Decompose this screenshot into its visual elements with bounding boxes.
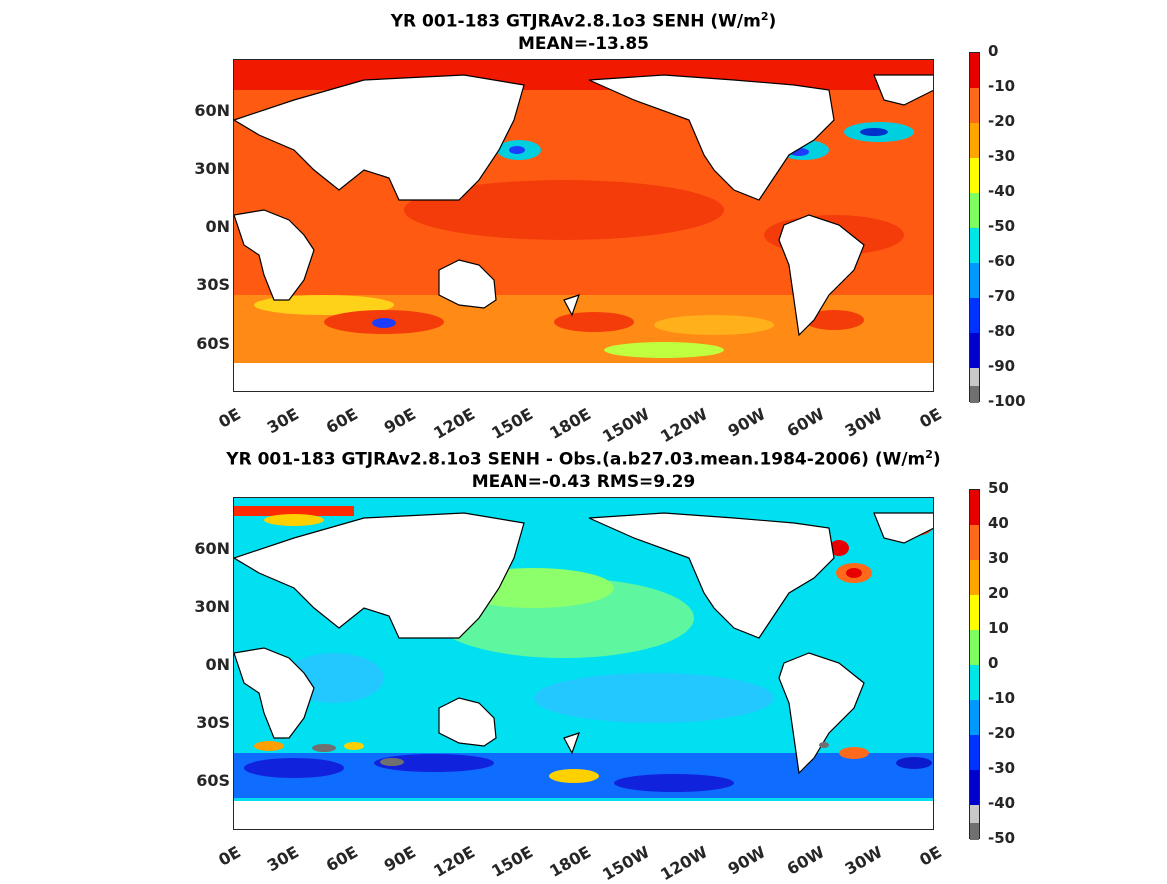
panel2-ylabel-60s: 60S — [196, 771, 230, 790]
colorbar-tick-label: 20 — [988, 584, 1009, 602]
panel1-xlabel: 30W — [841, 404, 886, 441]
colorbar-tick-label: -50 — [988, 217, 1016, 235]
panel2-xlabel: 30W — [841, 842, 886, 879]
colorbar-segment — [970, 88, 979, 123]
panel1-xlabel: 90W — [724, 404, 769, 441]
colorbar-tick-label: 40 — [988, 514, 1009, 532]
colorbar-segment — [970, 823, 979, 840]
colorbar-segment — [970, 805, 979, 823]
colorbar-segment — [970, 368, 979, 386]
panel1-ylabel-0n: 0N — [205, 217, 230, 236]
colorbar-tick-label: -40 — [988, 794, 1016, 812]
panel1-xlabel: 90E — [380, 404, 419, 438]
colorbar-tick-label: 0 — [988, 42, 999, 60]
panel2-map — [233, 497, 934, 830]
panel2-xlabel: 120E — [429, 842, 478, 881]
panel2-xlabel: 180E — [545, 842, 594, 881]
panel1-ylabel-30n: 30N — [194, 159, 230, 178]
colorbar-segment — [970, 228, 979, 263]
panel1-xlabel: 150E — [487, 404, 536, 443]
colorbar-tick-label: -10 — [988, 689, 1016, 707]
panel1-ylabel-60s: 60S — [196, 334, 230, 353]
colorbar-segment — [970, 560, 979, 595]
panel1-xlabel: 30E — [263, 404, 302, 438]
colorbar-segment — [970, 770, 979, 805]
panel2-xlabel: 120W — [657, 842, 711, 884]
panel1-title-text: YR 001-183 GTJRAv2.8.1o3 SENH (W/m — [390, 11, 761, 32]
panel1-title: YR 001-183 GTJRAv2.8.1o3 SENH (W/m2) — [0, 6, 1167, 33]
panel1-subtitle: MEAN=-13.85 — [518, 34, 649, 54]
colorbar-tick-label: -90 — [988, 357, 1016, 375]
panel2-xlabel: 90E — [380, 842, 419, 876]
panel1-map — [233, 59, 934, 392]
panel1-ylabel-60n: 60N — [194, 101, 230, 120]
panel2-xlabel: 60E — [322, 842, 361, 876]
panel1-xlabel: 60E — [322, 404, 361, 438]
panel1-xlabel: 0E — [215, 404, 244, 432]
colorbar-tick-label: -10 — [988, 77, 1016, 95]
colorbar-segment — [970, 158, 979, 193]
colorbar-tick-label: 50 — [988, 479, 1009, 497]
colorbar-tick-label: 30 — [988, 549, 1009, 567]
colorbar-tick-label: -60 — [988, 252, 1016, 270]
colorbar-tick-label: -20 — [988, 112, 1016, 130]
panel2-xlabel: 90W — [724, 842, 769, 879]
colorbar-tick-label: -100 — [988, 392, 1026, 410]
colorbar-segment — [970, 123, 979, 158]
panel1-title-end: ) — [768, 11, 777, 32]
panel1-xlabel: 120W — [657, 404, 711, 447]
colorbar-segment — [970, 735, 979, 770]
colorbar-segment — [970, 298, 979, 333]
panel2-title: YR 001-183 GTJRAv2.8.1o3 SENH - Obs.(a.b… — [0, 444, 1167, 471]
colorbar-segment — [970, 193, 979, 228]
panel2-subtitle: MEAN=-0.43 RMS=9.29 — [471, 472, 696, 492]
panel2-xlabel: 0E — [916, 842, 945, 870]
panel2-ylabel-30n: 30N — [194, 597, 230, 616]
panel1-map-svg — [234, 60, 933, 391]
panel2-xlabel: 60W — [783, 842, 828, 879]
panel2-ylabel-0n: 0N — [205, 655, 230, 674]
panel2-colorbar — [969, 489, 980, 840]
colorbar-segment — [970, 53, 979, 88]
panel2-title-end: ) — [932, 449, 941, 470]
panel1-xlabel: 150W — [599, 404, 653, 447]
panel2-xlabel: 0E — [215, 842, 244, 870]
colorbar-segment — [970, 333, 979, 368]
panel1-title-sup: 2 — [760, 10, 769, 23]
panel2-title-sup: 2 — [925, 448, 933, 461]
panel1-ylabel-30s: 30S — [196, 275, 230, 294]
panel1-xlabel: 0E — [916, 404, 945, 432]
colorbar-tick-label: -30 — [988, 759, 1016, 777]
colorbar-segment — [970, 595, 979, 630]
colorbar-segment — [970, 490, 979, 525]
panel2-map-svg — [234, 498, 933, 829]
colorbar-tick-label: 10 — [988, 619, 1009, 637]
panel2-xlabel: 30E — [263, 842, 302, 876]
colorbar-tick-label: -50 — [988, 829, 1016, 847]
colorbar-tick-label: -30 — [988, 147, 1016, 165]
panel1-colorbar — [969, 52, 980, 403]
panel1-xlabel: 180E — [545, 404, 594, 443]
panel1-xlabel: 60W — [783, 404, 828, 441]
panel2-ylabel-60n: 60N — [194, 539, 230, 558]
colorbar-segment — [970, 630, 979, 665]
panel2-title-text: YR 001-183 GTJRAv2.8.1o3 SENH - Obs.(a.b… — [226, 449, 926, 470]
colorbar-segment — [970, 263, 979, 298]
colorbar-segment — [970, 386, 979, 403]
colorbar-segment — [970, 665, 979, 700]
colorbar-tick-label: -20 — [988, 724, 1016, 742]
panel2-xlabel: 150W — [599, 842, 653, 884]
colorbar-segment — [970, 525, 979, 560]
colorbar-tick-label: -40 — [988, 182, 1016, 200]
colorbar-segment — [970, 700, 979, 735]
colorbar-tick-label: 0 — [988, 654, 999, 672]
panel1-xlabel: 120E — [429, 404, 478, 443]
panel2-xlabel: 150E — [487, 842, 536, 881]
colorbar-tick-label: -70 — [988, 287, 1016, 305]
panel2-ylabel-30s: 30S — [196, 713, 230, 732]
colorbar-tick-label: -80 — [988, 322, 1016, 340]
